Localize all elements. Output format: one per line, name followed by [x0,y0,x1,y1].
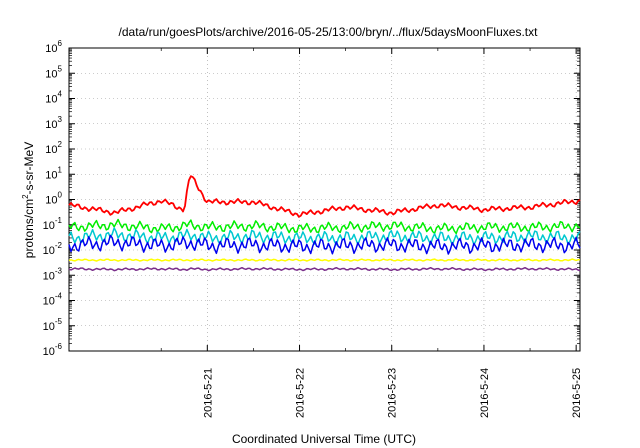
y-tick-label: 10-1 [43,216,63,232]
y-axis-label: protons/cm2-s-sr-MeV [21,142,36,258]
y-tick-label: 102 [45,140,62,156]
x-tick-label: 2016-5-22 [295,368,307,418]
y-axis-label-pre: protons/cm [22,199,36,258]
series-line-3 [68,227,581,246]
series-line-6 [68,266,581,272]
chart-title: /data/run/goesPlots/archive/2016-05-25/1… [119,25,539,39]
series-line-4 [68,234,581,255]
x-tick-label: 2016-5-23 [387,368,399,418]
y-tick-label: 10-2 [43,241,63,257]
y-tick-label: 10-6 [43,342,63,358]
x-axis: 2016-5-21 2016-5-22 2016-5-23 2016-5-24 2016… [160,48,583,418]
series-line-5 [68,258,581,262]
x-axis-label: Coordinated Universal Time (UTC) [232,432,416,446]
y-tick-label: 10-4 [43,292,63,308]
y-tick-label: 100 [45,191,62,207]
x-tick-label: 2016-5-21 [202,368,214,418]
y-axis-label-post: -s-sr-MeV [22,142,36,195]
y-tick-label: 10-5 [43,317,63,333]
series-line-2 [68,218,581,235]
y-axis: 10-6 10-5 10-4 10-3 10-2 10-1 100 101 102 103 104 1… [43,39,580,358]
y-tick-label: 106 [45,39,62,55]
series-group [68,175,581,272]
y-axis-label-sup: 2 [21,194,30,199]
y-tick-label: 10-3 [43,266,63,282]
y-tick-label: 101 [45,165,62,181]
grid [69,48,580,351]
x-tick-label: 2016-5-24 [479,368,491,418]
y-tick-label: 103 [45,115,62,131]
series-line-1 [68,175,581,218]
x-tick-label: 2016-5-25 [571,368,583,418]
y-tick-label: 104 [45,90,62,106]
y-tick-label: 105 [45,64,62,80]
